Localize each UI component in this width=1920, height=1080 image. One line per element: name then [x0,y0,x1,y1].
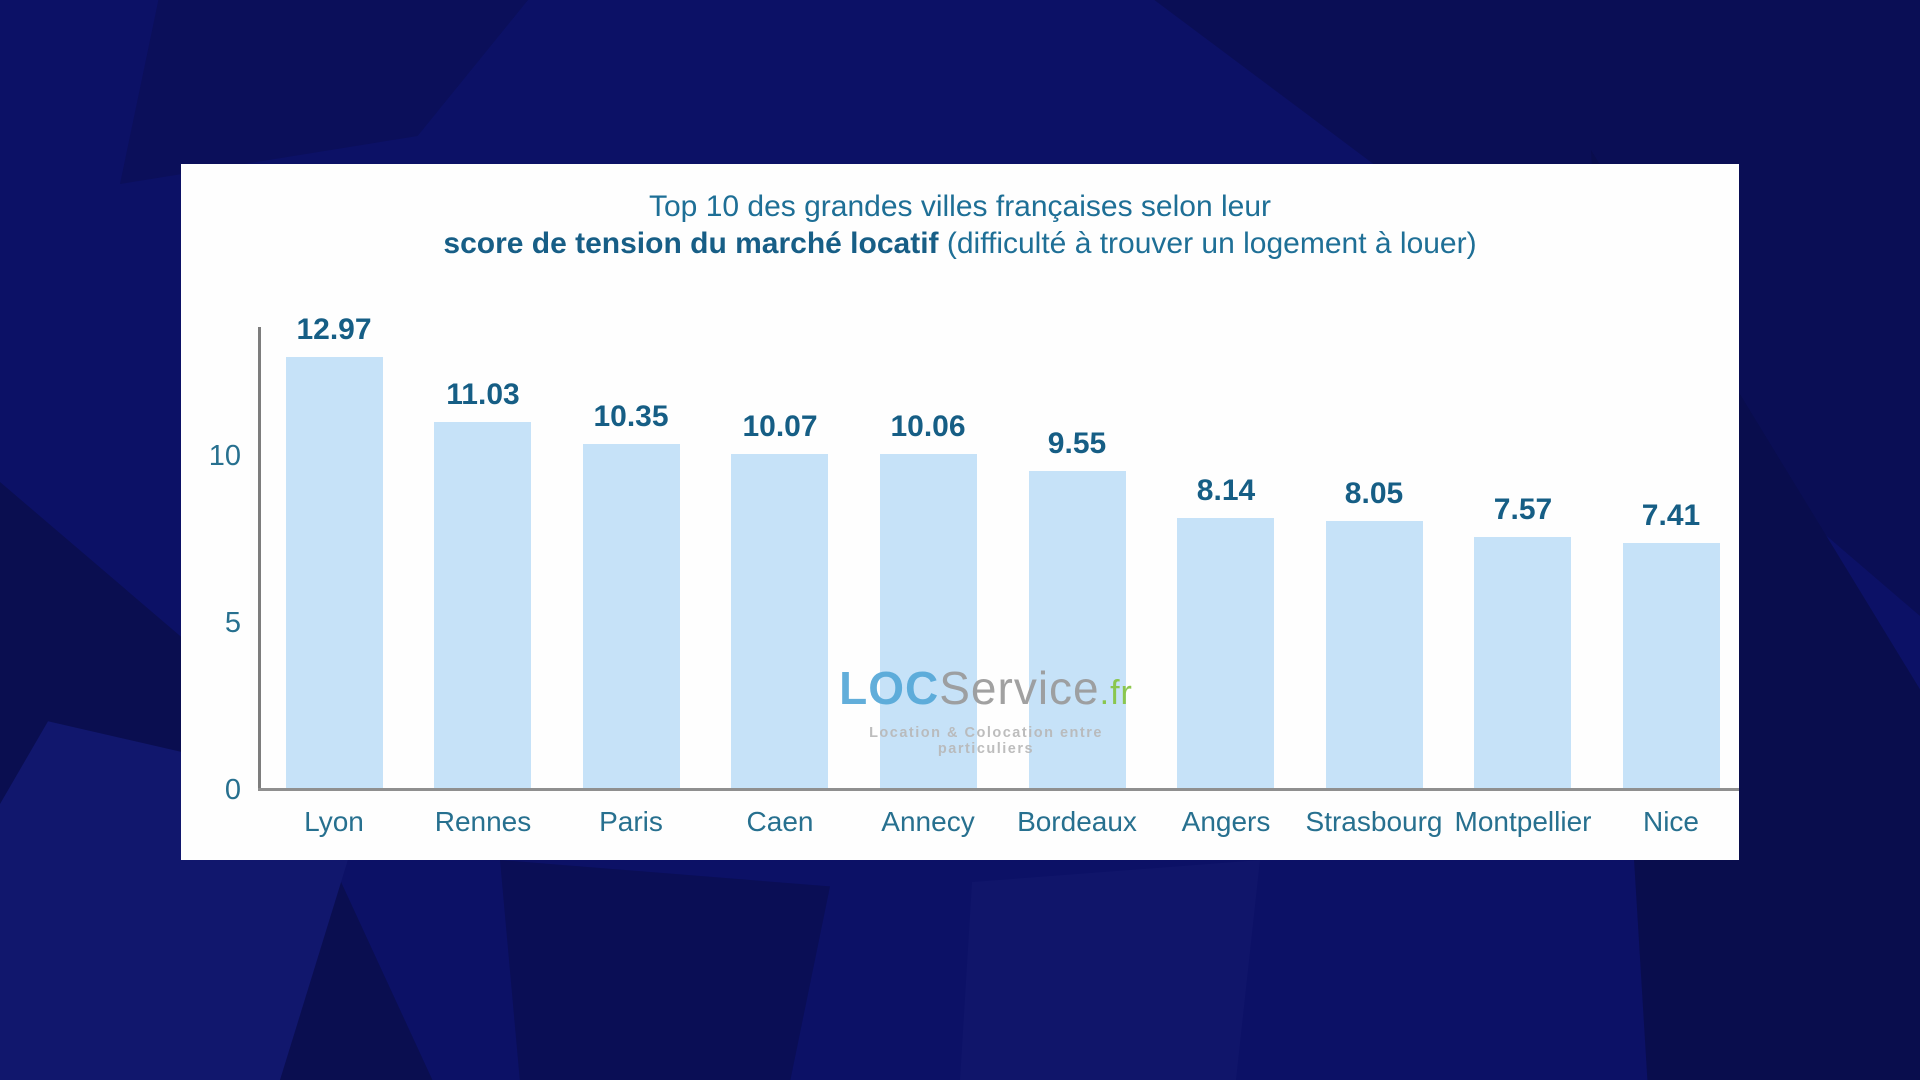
category-label-bordeaux: Bordeaux [1017,806,1137,837]
logo-service-text: Service [939,662,1100,714]
bar-value-bordeaux: 9.55 [1047,427,1107,460]
logo-loc-text: LOC [839,662,940,714]
bar-bordeaux [1029,471,1126,790]
bar-rennes [434,422,531,790]
bar-value-nice: 7.41 [1641,499,1701,532]
chart-title-line2-bold: score de tension du marché locatif [443,227,939,260]
category-label-caen: Caen [746,806,814,837]
x-axis-baseline [258,788,1739,791]
chart-title-line2-rest: (difficulté à trouver un logement à loue… [938,227,1477,260]
bar-montpellier [1474,537,1571,790]
logo-tagline: Location & Colocation entre particuliers [869,725,1103,757]
y-tick-10: 10 [208,440,241,472]
logo-fr-text: .fr [1099,674,1133,712]
bar-value-paris: 10.35 [593,400,669,433]
bar-value-lyon: 12.97 [296,313,372,346]
chart-title-line1: Top 10 des grandes villes françaises sel… [648,190,1272,223]
locservice-watermark: LOCService.fr Location & Colocation entr… [821,664,1151,757]
bar-value-annecy: 10.06 [890,410,966,443]
bar-chart-plot-area: 0 5 10 12.97 Lyon 11.03 Rennes 10.35 Paris 10.07… [181,164,1739,860]
background-facet-bottom-center-light [960,860,1260,1080]
chart-card: Top 10 des grandes villes françaises sel… [181,164,1739,860]
category-label-paris: Paris [599,806,663,837]
y-tick-5: 5 [224,607,241,639]
bar-strasbourg [1326,521,1423,790]
category-label-nice: Nice [1642,806,1699,837]
category-label-lyon: Lyon [304,806,364,837]
bar-nice [1623,543,1720,790]
background-facet-bottom-center [500,860,830,1080]
locservice-logo: LOCService.fr [821,664,1151,717]
bar-value-strasbourg: 8.05 [1344,477,1404,510]
bar-value-montpellier: 7.57 [1493,493,1553,526]
bar-value-angers: 8.14 [1196,474,1256,507]
bar-value-caen: 10.07 [742,410,818,443]
bar-paris [583,444,680,790]
bar-annecy [880,454,977,790]
category-label-montpellier: Montpellier [1454,806,1592,837]
y-tick-0: 0 [224,774,241,806]
y-axis-line [258,327,261,791]
chart-title-line2: score de tension du marché locatif (diff… [181,225,1739,262]
category-label-strasbourg: Strasbourg [1305,806,1443,837]
chart-title: Top 10 des grandes villes françaises sel… [181,188,1739,262]
category-label-angers: Angers [1181,806,1271,837]
bar-value-rennes: 11.03 [446,378,520,411]
category-label-annecy: Annecy [881,806,975,837]
bar-caen [731,454,828,790]
bar-angers [1177,518,1274,790]
category-label-rennes: Rennes [434,806,532,837]
bar-lyon [286,357,383,790]
